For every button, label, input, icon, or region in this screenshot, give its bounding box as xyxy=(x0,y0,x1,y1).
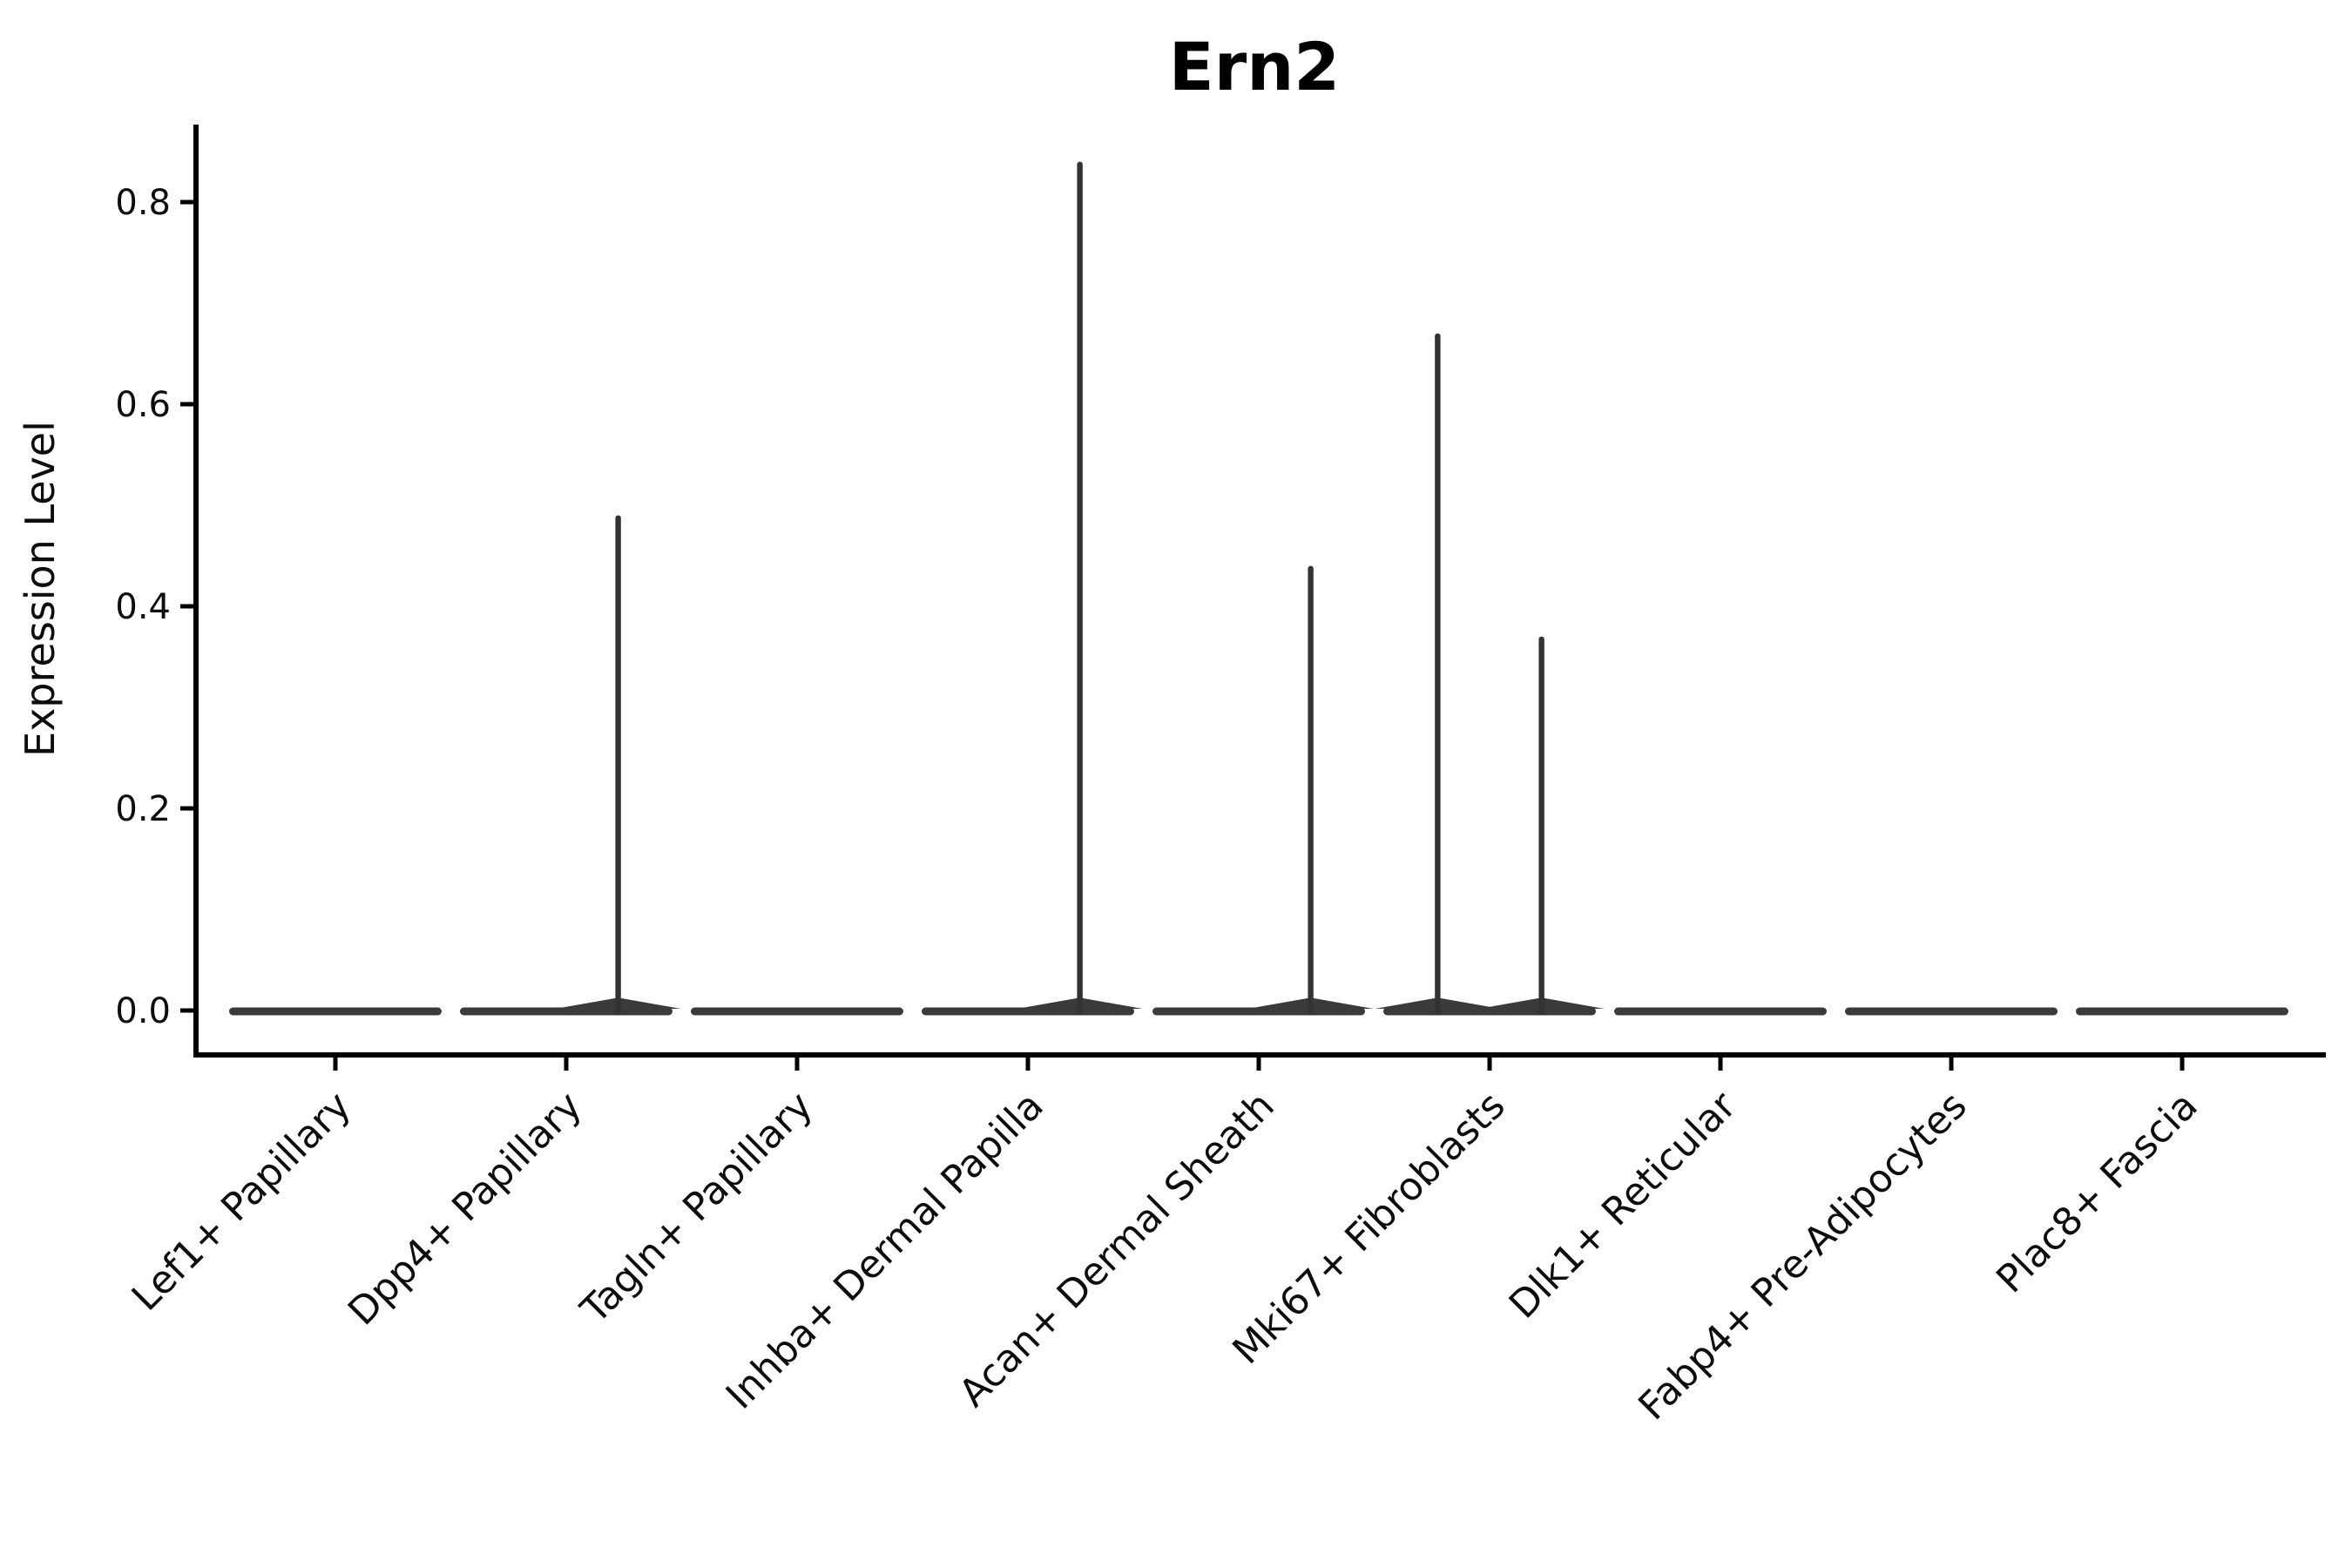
x-tick xyxy=(1025,1058,1031,1071)
violin-body xyxy=(1845,1007,2058,1016)
x-tick xyxy=(333,1058,338,1071)
x-ticks-group xyxy=(333,1058,2185,1071)
violin-spike xyxy=(1538,636,1544,1015)
y-tick-label: 0.6 xyxy=(115,385,171,425)
violin-body xyxy=(691,1007,903,1016)
y-tick xyxy=(180,402,195,407)
violin-body xyxy=(229,1007,442,1016)
y-tick xyxy=(180,199,195,205)
x-tick xyxy=(1718,1058,1723,1071)
bottom-spine xyxy=(193,1052,2326,1058)
violin-spike xyxy=(1435,333,1441,1015)
y-tick-label: 0.4 xyxy=(115,587,171,627)
y-tick-label: 0.0 xyxy=(115,991,171,1031)
chart-title: Ern2 xyxy=(1169,28,1340,105)
violin-spike xyxy=(1308,565,1314,1015)
left-spine xyxy=(193,125,199,1058)
x-tick xyxy=(1949,1058,1954,1071)
violin-spike xyxy=(615,515,621,1015)
x-tick xyxy=(794,1058,800,1071)
violin-body xyxy=(2076,1007,2288,1016)
y-tick-label: 0.2 xyxy=(115,789,171,829)
y-tick xyxy=(180,806,195,811)
y-tick xyxy=(180,1008,195,1013)
y-ticks-group: 0.0 0.2 0.4 0.6 0.8 xyxy=(115,183,195,1031)
violin-body xyxy=(1614,1007,1827,1016)
x-tick xyxy=(564,1058,569,1071)
y-tick-label: 0.8 xyxy=(115,183,171,223)
x-tick xyxy=(2180,1058,2185,1071)
x-tick xyxy=(1256,1058,1261,1071)
y-axis-label: Expression Level xyxy=(17,421,64,757)
x-tick xyxy=(1487,1058,1492,1071)
violins-group xyxy=(229,161,2288,1016)
y-tick xyxy=(180,604,195,609)
violin-spike xyxy=(1077,161,1083,1016)
